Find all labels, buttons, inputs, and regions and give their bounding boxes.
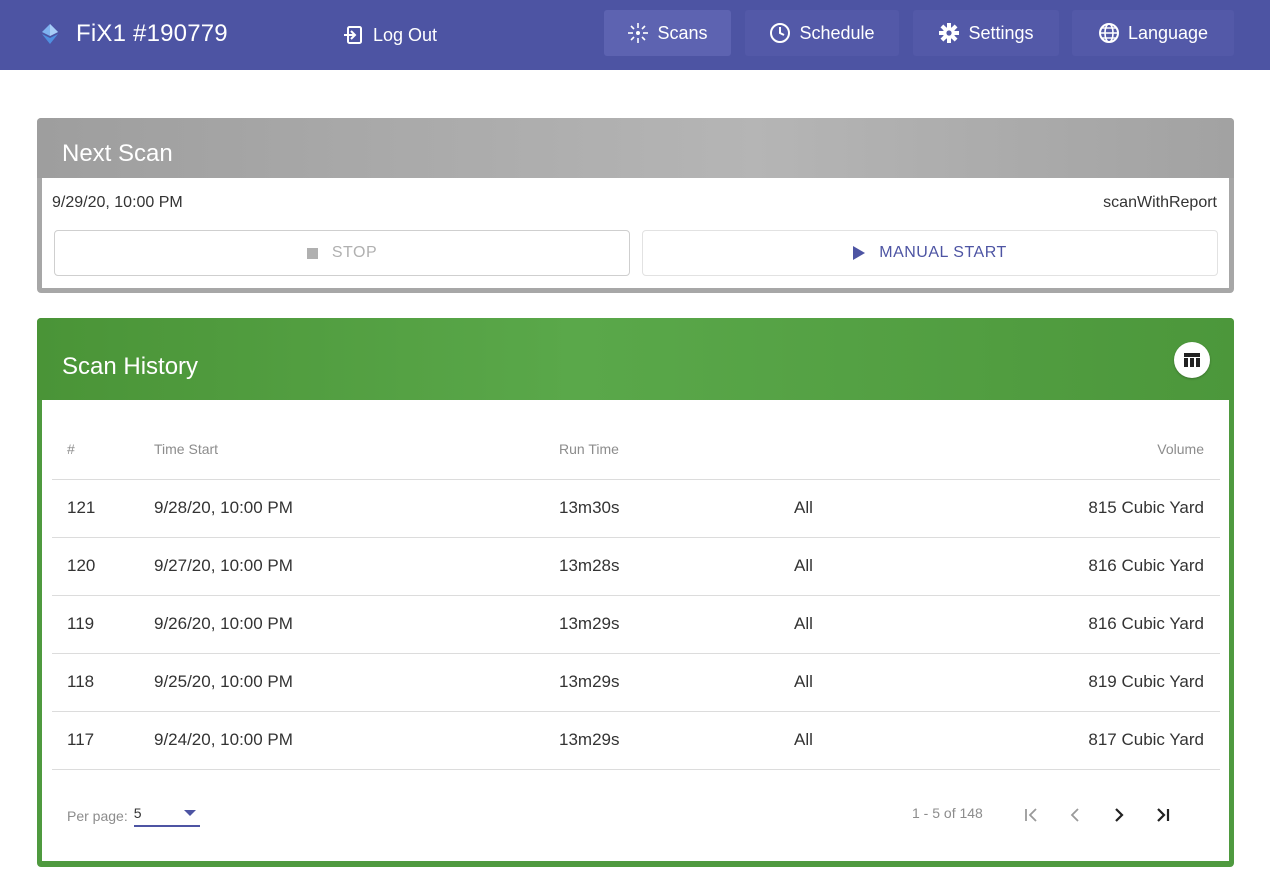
column-header-run-time[interactable]: Run Time xyxy=(559,420,794,480)
per-page-value: 5 xyxy=(133,805,142,821)
manual-start-button[interactable]: MANUAL START xyxy=(642,230,1218,276)
cell-run-time: 13m29s xyxy=(559,711,794,770)
app-logo-icon xyxy=(42,24,58,44)
cell-volume: 816 Cubic Yard xyxy=(994,537,1220,596)
scan-history-title: Scan History xyxy=(62,353,199,380)
nav-schedule-label: Schedule xyxy=(799,22,875,43)
scan-history-header: Scan History xyxy=(37,318,1234,400)
play-icon xyxy=(853,246,866,260)
cell-target: All xyxy=(794,653,994,712)
stop-button[interactable]: STOP xyxy=(54,230,630,276)
cell-time-start: 9/26/20, 10:00 PM xyxy=(154,595,559,654)
next-scan-body: 9/29/20, 10:00 PM scanWithReport STOP MA… xyxy=(42,178,1229,288)
next-page-button[interactable] xyxy=(1105,801,1133,829)
table-row[interactable]: 119 9/26/20, 10:00 PM 13m29s All 816 Cub… xyxy=(52,595,1220,654)
scan-history-body: # Time Start Run Time Volume 121 9/28/20… xyxy=(42,400,1229,861)
table-row[interactable]: 117 9/24/20, 10:00 PM 13m29s All 817 Cub… xyxy=(52,711,1220,770)
cell-volume: 817 Cubic Yard xyxy=(994,711,1220,770)
stop-label: STOP xyxy=(331,244,378,261)
next-scan-type: scanWithReport xyxy=(1103,194,1217,211)
cell-number: 118 xyxy=(52,653,154,712)
scans-icon xyxy=(628,23,649,43)
dropdown-caret-icon xyxy=(183,810,196,816)
last-page-icon xyxy=(1157,808,1170,822)
cell-time-start: 9/24/20, 10:00 PM xyxy=(154,711,559,770)
last-page-button[interactable] xyxy=(1149,801,1177,829)
device-title: FiX1 #190779 xyxy=(76,20,228,47)
table-columns-icon xyxy=(1184,353,1200,367)
clock-icon xyxy=(770,23,791,43)
cell-run-time: 13m29s xyxy=(559,595,794,654)
logout-button[interactable]: Log Out xyxy=(343,20,437,50)
nav-settings-label: Settings xyxy=(968,22,1034,43)
cell-time-start: 9/27/20, 10:00 PM xyxy=(154,537,559,596)
cell-run-time: 13m29s xyxy=(559,653,794,712)
globe-icon xyxy=(1098,23,1119,43)
cell-number: 121 xyxy=(52,479,154,538)
cell-time-start: 9/25/20, 10:00 PM xyxy=(154,653,559,712)
cell-target: All xyxy=(794,537,994,596)
cell-time-start: 9/28/20, 10:00 PM xyxy=(154,479,559,538)
per-page-select[interactable]: 5 xyxy=(133,805,200,827)
nav-scans-label: Scans xyxy=(657,22,708,43)
cell-number: 119 xyxy=(52,595,154,654)
cell-number: 117 xyxy=(52,711,154,770)
nav-language-button[interactable]: Language xyxy=(1072,10,1234,56)
per-page-control: Per page: 5 xyxy=(67,805,200,827)
cell-volume: 819 Cubic Yard xyxy=(994,653,1220,712)
cell-run-time: 13m28s xyxy=(559,537,794,596)
table-row[interactable]: 121 9/28/20, 10:00 PM 13m30s All 815 Cub… xyxy=(52,479,1220,538)
manual-start-label: MANUAL START xyxy=(879,244,1007,261)
scan-history-table: # Time Start Run Time Volume 121 9/28/20… xyxy=(52,420,1220,770)
nav-language-label: Language xyxy=(1127,22,1209,43)
nav-schedule-button[interactable]: Schedule xyxy=(745,10,899,56)
column-header-time-start[interactable]: Time Start xyxy=(154,420,559,480)
column-toggle-button[interactable] xyxy=(1174,342,1210,378)
next-scan-header: Next Scan xyxy=(37,118,1234,178)
nav-scans-button[interactable]: Scans xyxy=(604,10,731,56)
pagination-range: 1 - 5 of 148 xyxy=(912,805,983,821)
cell-volume: 815 Cubic Yard xyxy=(994,479,1220,538)
top-bar: FiX1 #190779 Log Out Scans Schedule xyxy=(0,0,1270,70)
nav-settings-button[interactable]: Settings xyxy=(913,10,1059,56)
logout-label: Log Out xyxy=(373,24,438,45)
prev-page-icon xyxy=(1070,808,1079,822)
cell-volume: 816 Cubic Yard xyxy=(994,595,1220,654)
logout-icon xyxy=(344,26,362,44)
column-header-number[interactable]: # xyxy=(52,420,154,480)
cell-target: All xyxy=(794,595,994,654)
cell-target: All xyxy=(794,711,994,770)
column-header-volume[interactable]: Volume xyxy=(994,420,1220,480)
cell-number: 120 xyxy=(52,537,154,596)
table-footer: Per page: 5 1 - 5 of 148 xyxy=(67,795,1207,835)
next-scan-datetime: 9/29/20, 10:00 PM xyxy=(52,194,183,211)
table-header-row: # Time Start Run Time Volume xyxy=(52,420,1220,480)
column-header-target xyxy=(794,420,994,480)
brand: FiX1 #190779 xyxy=(38,14,228,54)
next-page-icon xyxy=(1115,808,1124,822)
stop-icon xyxy=(306,247,318,259)
first-page-button[interactable] xyxy=(1017,801,1045,829)
table-row[interactable]: 120 9/27/20, 10:00 PM 13m28s All 816 Cub… xyxy=(52,537,1220,596)
gear-icon xyxy=(939,23,960,43)
cell-target: All xyxy=(794,479,994,538)
cell-run-time: 13m30s xyxy=(559,479,794,538)
first-page-icon xyxy=(1025,808,1037,822)
scan-history-card: Scan History # Time Start Run Time Volum… xyxy=(37,318,1234,867)
table-row[interactable]: 118 9/25/20, 10:00 PM 13m29s All 819 Cub… xyxy=(52,653,1220,712)
per-page-label: Per page: xyxy=(67,808,128,824)
next-scan-card: Next Scan 9/29/20, 10:00 PM scanWithRepo… xyxy=(37,118,1234,293)
prev-page-button[interactable] xyxy=(1061,801,1089,829)
next-scan-title: Next Scan xyxy=(62,140,173,167)
